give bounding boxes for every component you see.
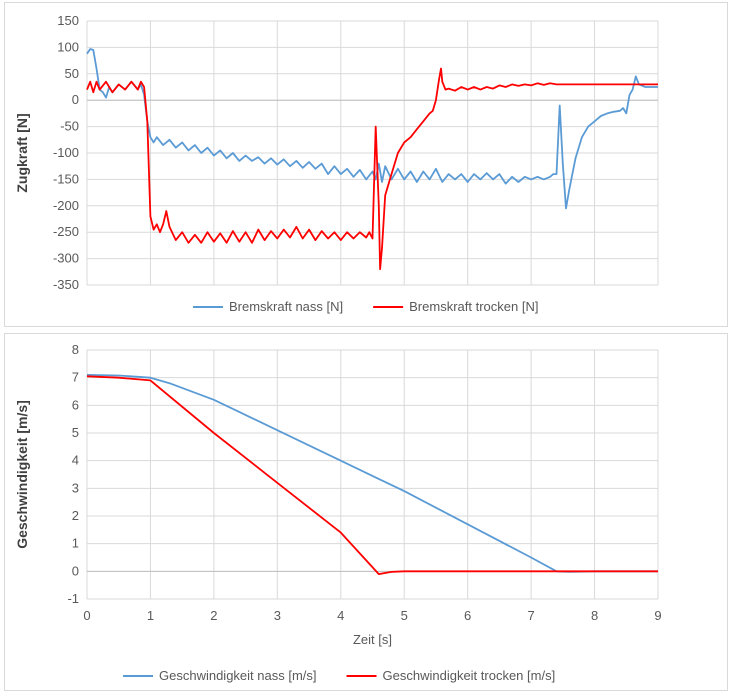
- y-tick-label: 150: [57, 13, 79, 28]
- legend-label: Geschwindigkeit nass [m/s]: [159, 668, 317, 683]
- y-tick-label: 8: [72, 342, 79, 357]
- y-tick-label: 5: [72, 425, 79, 440]
- x-tick-label: 4: [337, 608, 344, 623]
- y-tick-label: 3: [72, 480, 79, 495]
- y-tick-label: 2: [72, 508, 79, 523]
- x-axis-label: Zeit [s]: [353, 632, 392, 647]
- y-tick-label: -50: [60, 119, 79, 134]
- x-tick-label: 3: [274, 608, 281, 623]
- y-tick-label: 4: [72, 453, 79, 468]
- x-tick-label: 8: [591, 608, 598, 623]
- x-tick-label: 9: [654, 608, 661, 623]
- legend-label: Geschwindigkeit trocken [m/s]: [383, 668, 556, 683]
- y-tick-label: -100: [53, 145, 79, 160]
- series-line-trocken: [87, 69, 658, 270]
- y-tick-label: 0: [72, 563, 79, 578]
- x-tick-label: 2: [210, 608, 217, 623]
- y-axis-label: Geschwindigkeit [m/s]: [14, 400, 30, 549]
- legend-label: Bremskraft nass [N]: [229, 299, 343, 314]
- y-tick-label: -300: [53, 251, 79, 266]
- legend-label: Bremskraft trocken [N]: [409, 299, 538, 314]
- y-tick-label: 50: [65, 66, 79, 81]
- y-tick-label: 7: [72, 370, 79, 385]
- y-tick-label: -350: [53, 277, 79, 292]
- x-tick-label: 0: [83, 608, 90, 623]
- zugkraft-chart-panel: 150 100 50 0 -50 -100 -150 -200 -250 -300 -350 Zugk…: [4, 2, 728, 327]
- series-line-nass: [87, 49, 658, 208]
- x-tick-label: 5: [401, 608, 408, 623]
- y-tick-label: 6: [72, 397, 79, 412]
- y-axis-label: Zugkraft [N]: [14, 113, 30, 192]
- series-line-nass: [87, 375, 658, 572]
- y-tick-label: -1: [67, 591, 79, 606]
- y-tick-label: 100: [57, 39, 79, 54]
- y-tick-label: 0: [72, 92, 79, 107]
- geschwindigkeit-chart: 8 7 6 5 4 3 2 1 0 -1 0 1 2 3 4 5 6 7 8 9 Geschwindigkeit [m/…: [5, 334, 729, 692]
- y-tick-label: 1: [72, 536, 79, 551]
- zugkraft-chart: 150 100 50 0 -50 -100 -150 -200 -250 -300 -350 Zugk…: [5, 3, 729, 328]
- y-tick-label: -200: [53, 198, 79, 213]
- y-tick-label: -250: [53, 224, 79, 239]
- y-tick-label: -150: [53, 171, 79, 186]
- x-tick-label: 1: [147, 608, 154, 623]
- geschwindigkeit-chart-panel: 8 7 6 5 4 3 2 1 0 -1 0 1 2 3 4 5 6 7 8 9 Geschwindigkeit [m/…: [4, 333, 728, 691]
- x-tick-label: 6: [464, 608, 471, 623]
- x-tick-label: 7: [527, 608, 534, 623]
